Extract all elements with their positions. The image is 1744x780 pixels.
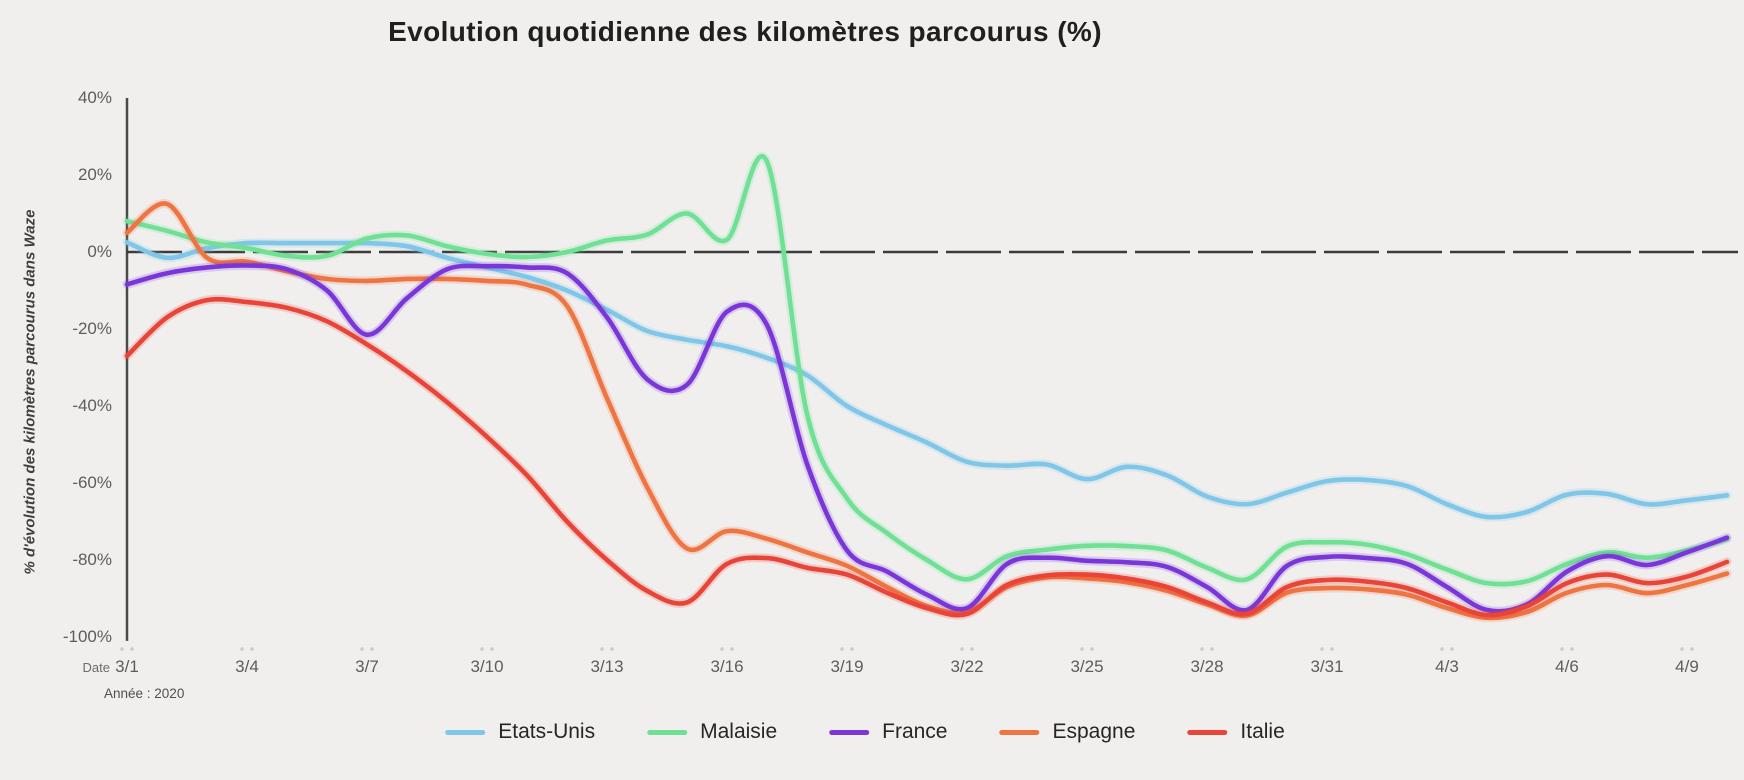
x-tick-dot-icon — [850, 647, 854, 651]
x-axis-tick-label: 3/25 — [1070, 657, 1104, 676]
x-tick-dot-icon — [1080, 647, 1084, 651]
x-tick-dot-icon — [1200, 647, 1204, 651]
y-axis-tick-label: -40% — [72, 396, 112, 415]
legend-label: Italie — [1240, 720, 1285, 743]
x-tick-dot-icon — [720, 647, 724, 651]
x-tick-dot-icon — [840, 647, 844, 651]
x-tick-dot-icon — [240, 647, 244, 651]
x-tick-dot-icon — [960, 647, 964, 651]
y-axis-tick-label: -100% — [62, 627, 112, 646]
x-tick-dot-icon — [610, 647, 614, 651]
x-tick-dot-icon — [1210, 647, 1214, 651]
legend-item-espagne: Espagne — [999, 720, 1135, 744]
x-axis-tick-label: 3/19 — [830, 657, 864, 676]
x-tick-dot-icon — [360, 647, 364, 651]
line-series-espagne — [124, 201, 1730, 621]
x-tick-dot-icon — [1690, 647, 1694, 651]
legend-item-france: France — [829, 720, 947, 744]
x-tick-dot-icon — [120, 647, 124, 651]
x-tick-dot-icon — [1330, 647, 1334, 651]
x-tick-dot-icon — [370, 647, 374, 651]
legend-color-swatch-icon — [829, 729, 870, 735]
x-tick-dot-icon — [490, 647, 494, 651]
x-axis-tick-label: 3/28 — [1190, 657, 1224, 676]
legend-label: Espagne — [1052, 720, 1136, 743]
x-axis-date-label: Date — [82, 660, 110, 675]
y-axis-tick-label: -60% — [72, 473, 112, 492]
legend-item-malaisie: Malaisie — [647, 720, 777, 744]
chart-title: Evolution quotidienne des kilomètres par… — [388, 16, 1102, 47]
x-axis-tick-label: 3/1 — [115, 657, 139, 676]
line-series-italie — [124, 296, 1730, 618]
x-tick-dot-icon — [1560, 647, 1564, 651]
x-tick-dot-icon — [1680, 647, 1684, 651]
legend-color-swatch-icon — [1187, 729, 1228, 735]
chart-legend: Etats-Unis Malaisie France Espagne Italie — [445, 720, 1285, 744]
x-axis-tick-label: 3/16 — [710, 657, 744, 676]
legend-label: France — [882, 720, 948, 743]
y-axis-tick-label: 0% — [87, 242, 112, 261]
x-tick-dot-icon — [970, 647, 974, 651]
x-axis-tick-label: 4/9 — [1675, 657, 1699, 676]
legend-color-swatch-icon — [445, 729, 486, 735]
legend-color-swatch-icon — [999, 729, 1040, 735]
line-series-france — [124, 263, 1730, 614]
x-axis-tick-label: 3/13 — [590, 657, 624, 676]
x-axis-tick-label: 3/7 — [355, 657, 379, 676]
x-tick-dot-icon — [1320, 647, 1324, 651]
x-tick-dot-icon — [480, 647, 484, 651]
x-axis-tick-label: 3/31 — [1310, 657, 1344, 676]
legend-item-italie: Italie — [1187, 720, 1285, 744]
x-axis-tick-label: 4/6 — [1555, 657, 1579, 676]
x-axis-tick-label: 3/22 — [950, 657, 984, 676]
x-axis-tick-label: 4/3 — [1435, 657, 1459, 676]
x-tick-dot-icon — [600, 647, 604, 651]
x-tick-dot-icon — [1450, 647, 1454, 651]
legend-color-swatch-icon — [647, 729, 688, 735]
x-tick-dot-icon — [130, 647, 134, 651]
y-axis-tick-label: -20% — [72, 319, 112, 338]
x-axis-tick-label: 3/10 — [470, 657, 504, 676]
x-tick-dot-icon — [1440, 647, 1444, 651]
x-tick-dot-icon — [1090, 647, 1094, 651]
x-tick-dot-icon — [1570, 647, 1574, 651]
x-axis-tick-label: 3/4 — [235, 657, 259, 676]
legend-item-etats-unis: Etats-Unis — [445, 720, 595, 744]
legend-label: Etats-Unis — [498, 720, 596, 743]
y-axis-tick-label: 20% — [77, 165, 112, 184]
legend-label: Malaisie — [700, 720, 778, 743]
x-tick-dot-icon — [250, 647, 254, 651]
year-annotation: Année : 2020 — [104, 686, 185, 701]
line-series-malaisie — [124, 154, 1730, 587]
y-axis-tick-label: -80% — [72, 550, 112, 569]
y-axis-tick-label: 40% — [77, 88, 112, 107]
x-tick-dot-icon — [730, 647, 734, 651]
line-series-etats-unis — [124, 240, 1730, 520]
